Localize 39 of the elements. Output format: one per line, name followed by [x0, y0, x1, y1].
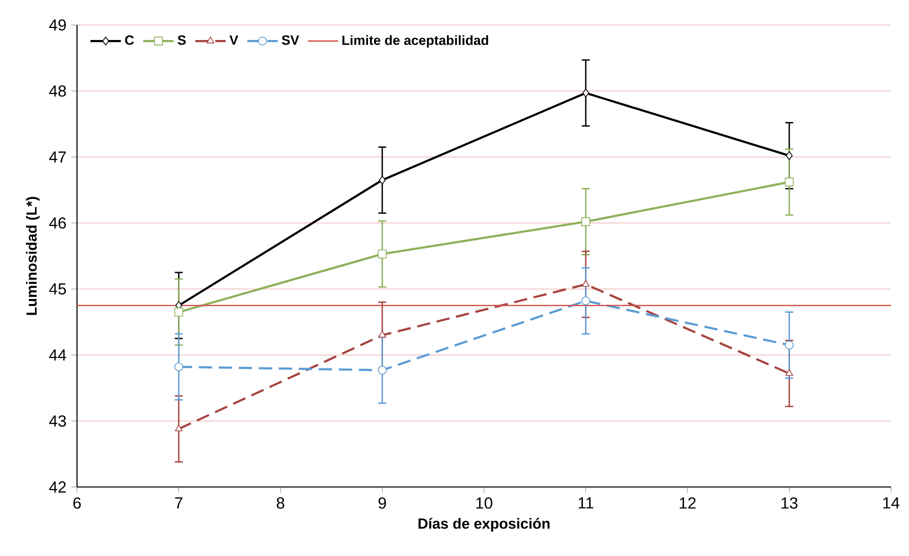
x-tick-label: 13	[782, 497, 798, 509]
point	[174, 424, 183, 432]
point	[784, 340, 794, 350]
point	[581, 217, 590, 226]
legend-label: SV	[282, 35, 300, 45]
y-tick-label: 44	[49, 349, 66, 360]
y-tick-label: 46	[49, 217, 66, 229]
y-tick-label: 45	[49, 283, 66, 295]
x-axis-title: Días de exposición	[418, 518, 550, 532]
y-tick-label: 42	[49, 481, 66, 493]
y-axis-title: Luminosidad (L*)	[26, 196, 40, 315]
y-tick-label: 48	[49, 85, 66, 97]
point	[784, 178, 794, 186]
point	[174, 362, 184, 372]
x-tick-label: 11	[578, 497, 594, 508]
x-tick-label: 14	[883, 497, 900, 508]
point	[378, 330, 386, 338]
y-tick-label: 43	[49, 415, 66, 427]
x-tick-label: 8	[276, 497, 284, 509]
point	[378, 366, 387, 375]
x-tick-label: 12	[680, 497, 696, 509]
point	[582, 88, 590, 98]
point	[582, 280, 590, 287]
point	[378, 176, 386, 184]
y-tick-label: 47	[49, 151, 66, 162]
point	[785, 369, 794, 376]
y-tick-label: 49	[49, 19, 66, 31]
point	[786, 151, 793, 160]
point	[581, 296, 590, 306]
x-tick-label: 6	[73, 497, 81, 509]
legend-label: V	[229, 35, 238, 45]
legend-label: Limite de aceptabilidad	[342, 35, 488, 48]
x-tick-label: 7	[175, 497, 182, 508]
x-tick-label: 9	[378, 497, 386, 509]
x-tick-label: 10	[476, 497, 492, 509]
legend-label: C	[125, 35, 134, 45]
legend-label: S	[178, 35, 186, 45]
point	[174, 308, 184, 316]
point	[378, 250, 387, 258]
